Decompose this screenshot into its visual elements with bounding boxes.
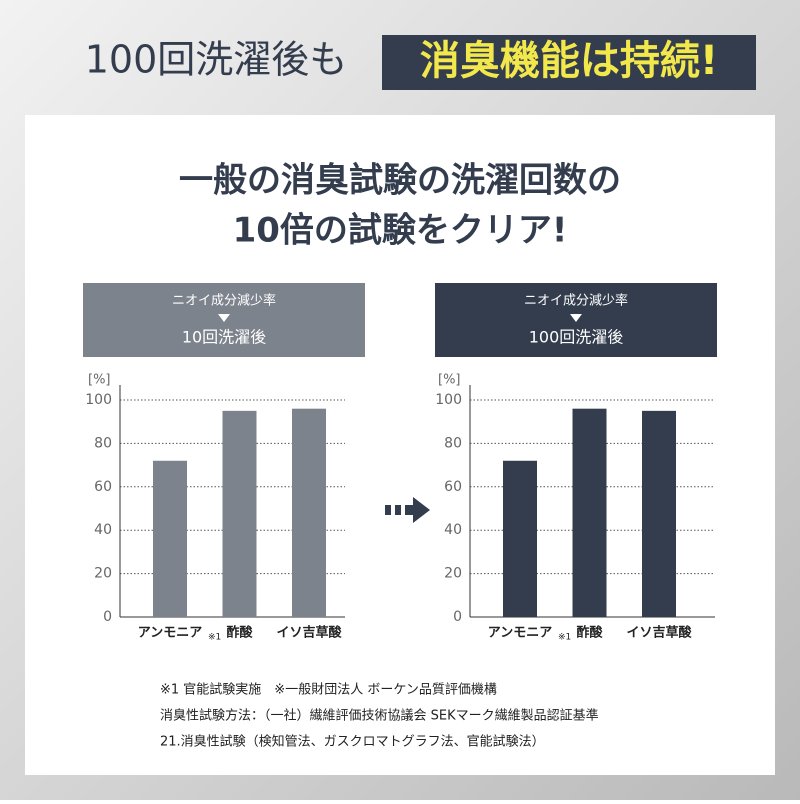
headline: 10倍の試験をクリア! [233,211,568,251]
y-tick-label: 20 [94,566,112,582]
bar [572,408,607,617]
panel-title: ニオイ成分減少率 [524,293,628,309]
note: 消臭性試験方法：（一社）繊維評価技術協議会 SEKマーク繊維製品認証基準 [160,708,599,724]
x-tick-label: アンモニア [488,626,552,641]
note: ※1 官能試験実施 ※一般財団法人 ボーケン品質評価機構 [160,682,497,698]
x-tick-label: 酢酸 [226,625,253,641]
panel-triangle [218,314,230,322]
panel-subtitle: 100回洗濯後 [529,328,624,347]
bar [153,460,187,617]
y-unit: [%] [88,373,111,388]
panel-triangle [570,314,582,322]
note: 21.消臭性試験（検知管法、ガスクロマトグラフ法、官能試験法） [160,734,545,750]
y-tick-label: 40 [94,522,112,538]
x-tick-label: 酢酸 [576,625,603,641]
bar [642,410,676,617]
x-tick-label: イソ吉草酸 [276,625,342,641]
panel-subtitle: 10回洗濯後 [182,328,266,347]
bar [222,410,257,617]
y-tick-label: 100 [85,392,112,408]
bar [503,460,537,617]
header-title: 100回洗濯後も [85,38,348,82]
bar [292,408,326,617]
y-tick-label: 80 [444,435,462,451]
y-unit: [%] [438,373,461,388]
y-tick-label: 20 [444,566,462,582]
arrow [385,497,430,523]
y-tick-label: 0 [103,609,112,625]
y-tick-label: 80 [94,435,112,451]
header-highlight: 消臭機能は持続! [420,38,718,84]
panel-title: ニオイ成分減少率 [172,293,276,309]
x-tick-label: アンモニア [138,626,202,641]
category-note: ※1 [208,633,221,643]
x-tick-label: イソ吉草酸 [626,625,692,641]
header-highlight-box [382,35,756,90]
y-tick-label: 0 [453,609,462,625]
headline: 一般の消臭試験の洗濯回数の [179,161,621,201]
y-tick-label: 60 [94,479,112,495]
y-tick-label: 60 [444,479,462,495]
y-tick-label: 40 [444,522,462,538]
category-note: ※1 [558,633,571,643]
y-tick-label: 100 [435,392,462,408]
